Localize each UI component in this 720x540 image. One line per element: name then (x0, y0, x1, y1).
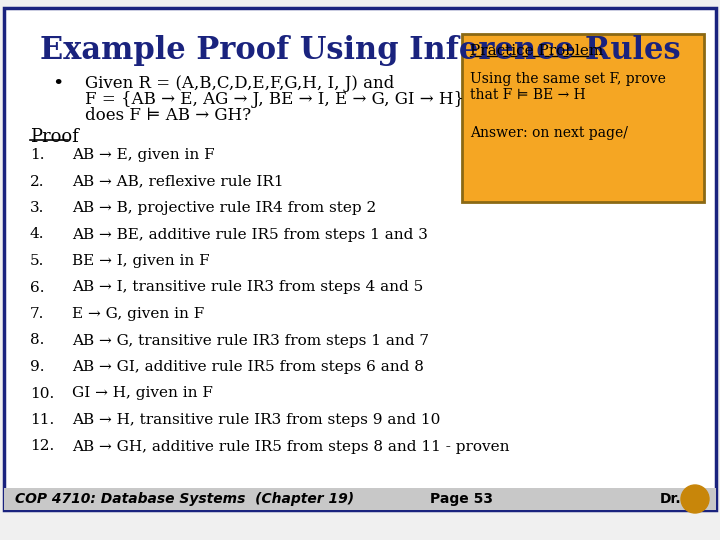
FancyBboxPatch shape (4, 8, 716, 510)
Text: AB → AB, reflexive rule IR1: AB → AB, reflexive rule IR1 (72, 174, 284, 188)
Text: AB → GI, additive rule IR5 from steps 6 and 8: AB → GI, additive rule IR5 from steps 6 … (72, 360, 424, 374)
Text: 9.: 9. (30, 360, 45, 374)
Text: AB → I, transitive rule IR3 from steps 4 and 5: AB → I, transitive rule IR3 from steps 4… (72, 280, 423, 294)
Text: Given R = (A,B,C,D,E,F,G,H, I, J) and: Given R = (A,B,C,D,E,F,G,H, I, J) and (85, 75, 395, 92)
Text: 1.: 1. (30, 148, 45, 162)
Text: Proof: Proof (30, 128, 78, 146)
Text: •: • (52, 75, 63, 93)
Text: 2.: 2. (30, 174, 45, 188)
Circle shape (681, 485, 709, 513)
Text: GI → H, given in F: GI → H, given in F (72, 387, 213, 401)
Text: AB → G, transitive rule IR3 from steps 1 and 7: AB → G, transitive rule IR3 from steps 1… (72, 334, 429, 348)
Text: 12.: 12. (30, 440, 54, 454)
Text: COP 4710: Database Systems  (Chapter 19): COP 4710: Database Systems (Chapter 19) (15, 492, 354, 506)
Text: 6.: 6. (30, 280, 45, 294)
Text: 7.: 7. (30, 307, 45, 321)
Text: Practice Problem: Practice Problem (470, 44, 603, 58)
Text: 8.: 8. (30, 334, 45, 348)
Text: 10.: 10. (30, 387, 54, 401)
Text: AB → E, given in F: AB → E, given in F (72, 148, 215, 162)
Text: AB → BE, additive rule IR5 from steps 1 and 3: AB → BE, additive rule IR5 from steps 1 … (72, 227, 428, 241)
Text: AB → GH, additive rule IR5 from steps 8 and 11 - proven: AB → GH, additive rule IR5 from steps 8 … (72, 440, 510, 454)
Text: Using the same set F, prove: Using the same set F, prove (470, 72, 666, 86)
Text: 3.: 3. (30, 201, 45, 215)
Text: Answer: on next page/: Answer: on next page/ (470, 126, 628, 140)
Text: AB → B, projective rule IR4 from step 2: AB → B, projective rule IR4 from step 2 (72, 201, 377, 215)
Text: that F ⊨ BE → H: that F ⊨ BE → H (470, 88, 585, 102)
Text: E → G, given in F: E → G, given in F (72, 307, 204, 321)
FancyBboxPatch shape (462, 34, 704, 202)
Text: F = {AB → E, AG → J, BE → I, E → G, GI → H}: F = {AB → E, AG → J, BE → I, E → G, GI →… (85, 91, 464, 108)
Text: does F ⊨ AB → GH?: does F ⊨ AB → GH? (85, 107, 251, 124)
Text: Example Proof Using Inference Rules: Example Proof Using Inference Rules (40, 35, 680, 66)
FancyBboxPatch shape (4, 488, 716, 510)
Text: Dr.: Dr. (660, 492, 682, 506)
Text: 4.: 4. (30, 227, 45, 241)
Text: AB → H, transitive rule IR3 from steps 9 and 10: AB → H, transitive rule IR3 from steps 9… (72, 413, 441, 427)
Text: BE → I, given in F: BE → I, given in F (72, 254, 210, 268)
Text: 11.: 11. (30, 413, 54, 427)
Text: Page 53: Page 53 (430, 492, 493, 506)
Text: 5.: 5. (30, 254, 45, 268)
